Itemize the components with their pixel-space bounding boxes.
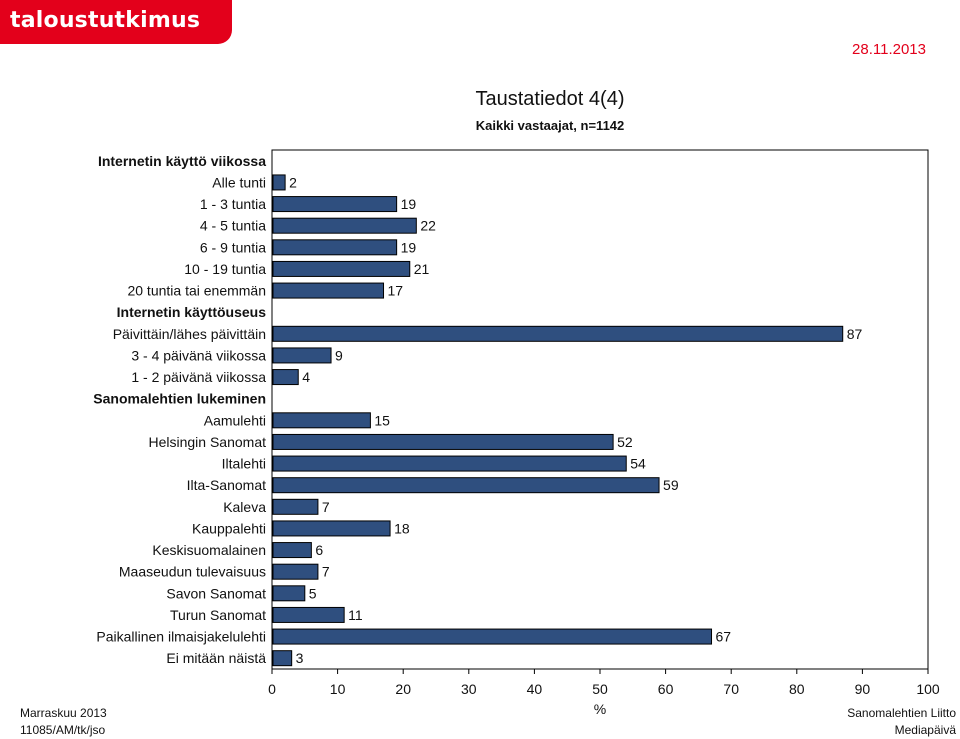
bar	[272, 606, 345, 623]
data-label: 67	[716, 629, 732, 645]
bar	[272, 196, 398, 213]
chart-subtitle: Kaikki vastaajat, n=1142	[475, 118, 625, 133]
data-label: 5	[309, 585, 317, 601]
footer-date: Marraskuu 2013	[20, 706, 107, 720]
data-label: 19	[401, 196, 417, 212]
x-tick-label: 100	[916, 681, 940, 697]
bar	[272, 542, 312, 559]
footer-left: Marraskuu 2013 11085/AM/tk/jso	[20, 705, 107, 739]
x-tick-label: 10	[330, 681, 346, 697]
footer-event: Mediapäivä	[894, 723, 956, 737]
category-label: Paikallinen ilmaisjakelulehti	[96, 629, 266, 645]
category-label: Ei mitään näistä	[166, 650, 266, 666]
x-tick-label: 90	[855, 681, 871, 697]
category-label: 6 - 9 tuntia	[200, 239, 266, 255]
bar	[272, 520, 391, 537]
data-label: 87	[847, 326, 863, 342]
footer-project-code: 11085/AM/tk/jso	[20, 723, 106, 737]
x-tick-label: 50	[592, 681, 608, 697]
data-label: 6	[315, 542, 323, 558]
x-tick-label: 0	[268, 681, 276, 697]
bar	[272, 650, 293, 667]
category-label: Kauppalehti	[192, 520, 266, 536]
bar	[272, 260, 411, 277]
x-tick-label: 40	[527, 681, 543, 697]
data-label: 4	[302, 369, 310, 385]
x-tick-label: 30	[461, 681, 477, 697]
category-label: Maaseudun tulevaisuus	[119, 564, 266, 580]
data-label: 22	[420, 218, 436, 234]
data-label: 15	[374, 412, 390, 428]
bar	[272, 347, 332, 364]
category-label: 1 - 2 päivänä viikossa	[131, 369, 266, 385]
category-label: 3 - 4 päivänä viikossa	[131, 347, 266, 363]
data-label: 7	[322, 499, 330, 515]
bar	[272, 563, 319, 580]
bar	[272, 369, 299, 386]
x-axis-label: %	[594, 701, 606, 717]
x-tick-label: 20	[395, 681, 411, 697]
data-label: 18	[394, 520, 410, 536]
data-label: 7	[322, 564, 330, 580]
bar	[272, 174, 286, 191]
footer-client: Sanomalehtien Liitto	[847, 706, 956, 720]
category-label: Ilta-Sanomat	[187, 477, 266, 493]
report-date: 28.11.2013	[852, 41, 926, 58]
data-label: 52	[617, 434, 633, 450]
data-label: 11	[348, 607, 363, 623]
category-label: Alle tunti	[212, 174, 266, 190]
data-label: 9	[335, 347, 343, 363]
bar	[272, 498, 319, 515]
data-label: 3	[296, 650, 304, 666]
data-label: 19	[401, 239, 417, 255]
category-label: Turun Sanomat	[170, 607, 266, 623]
bar	[272, 325, 844, 342]
category-label: 20 tuntia tai enemmän	[127, 283, 266, 299]
category-label: Helsingin Sanomat	[148, 434, 266, 450]
bar	[272, 282, 385, 299]
bar	[272, 477, 660, 494]
data-label: 21	[414, 261, 430, 277]
bar	[272, 455, 627, 472]
data-label: 17	[388, 283, 404, 299]
category-label: 10 - 19 tuntia	[184, 261, 266, 277]
category-heading: Internetin käyttöuseus	[117, 304, 267, 320]
category-label: 1 - 3 tuntia	[200, 196, 266, 212]
category-label: Iltalehti	[222, 456, 266, 472]
category-label: Savon Sanomat	[166, 585, 266, 601]
bar	[272, 628, 713, 645]
data-label: 59	[663, 477, 679, 493]
bar	[272, 412, 371, 429]
category-label: Kaleva	[223, 499, 266, 515]
category-label: Aamulehti	[204, 412, 266, 428]
bar	[272, 433, 614, 450]
bar	[272, 239, 398, 256]
chart-title: Taustatiedot 4(4)	[475, 88, 625, 110]
x-tick-label: 80	[789, 681, 805, 697]
category-label: Keskisuomalainen	[152, 542, 266, 558]
category-heading: Internetin käyttö viikossa	[98, 153, 266, 169]
footer-right: Sanomalehtien Liitto Mediapäivä	[847, 705, 956, 739]
bar	[272, 585, 306, 602]
bar	[272, 217, 417, 234]
x-tick-label: 60	[658, 681, 674, 697]
x-tick-label: 70	[723, 681, 739, 697]
category-label: Päivittäin/lähes päivittäin	[113, 326, 266, 342]
brand-logo: taloustutkimus oy	[0, 0, 232, 75]
data-label: 2	[289, 174, 297, 190]
category-heading: Sanomalehtien lukeminen	[93, 391, 266, 407]
category-label: 4 - 5 tuntia	[200, 218, 266, 234]
data-label: 54	[630, 456, 646, 472]
